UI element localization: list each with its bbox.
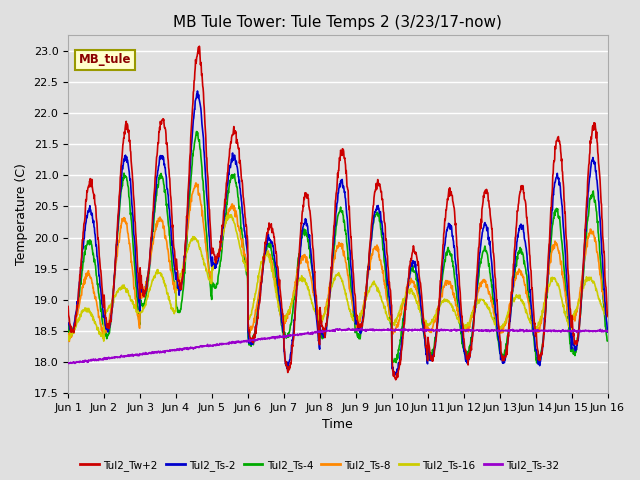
Title: MB Tule Tower: Tule Temps 2 (3/23/17-now): MB Tule Tower: Tule Temps 2 (3/23/17-now… bbox=[173, 15, 502, 30]
Legend: Tul2_Tw+2, Tul2_Ts-2, Tul2_Ts-4, Tul2_Ts-8, Tul2_Ts-16, Tul2_Ts-32: Tul2_Tw+2, Tul2_Ts-2, Tul2_Ts-4, Tul2_Ts… bbox=[76, 456, 564, 475]
X-axis label: Time: Time bbox=[323, 419, 353, 432]
Text: MB_tule: MB_tule bbox=[79, 53, 131, 66]
Y-axis label: Temperature (C): Temperature (C) bbox=[15, 163, 28, 265]
